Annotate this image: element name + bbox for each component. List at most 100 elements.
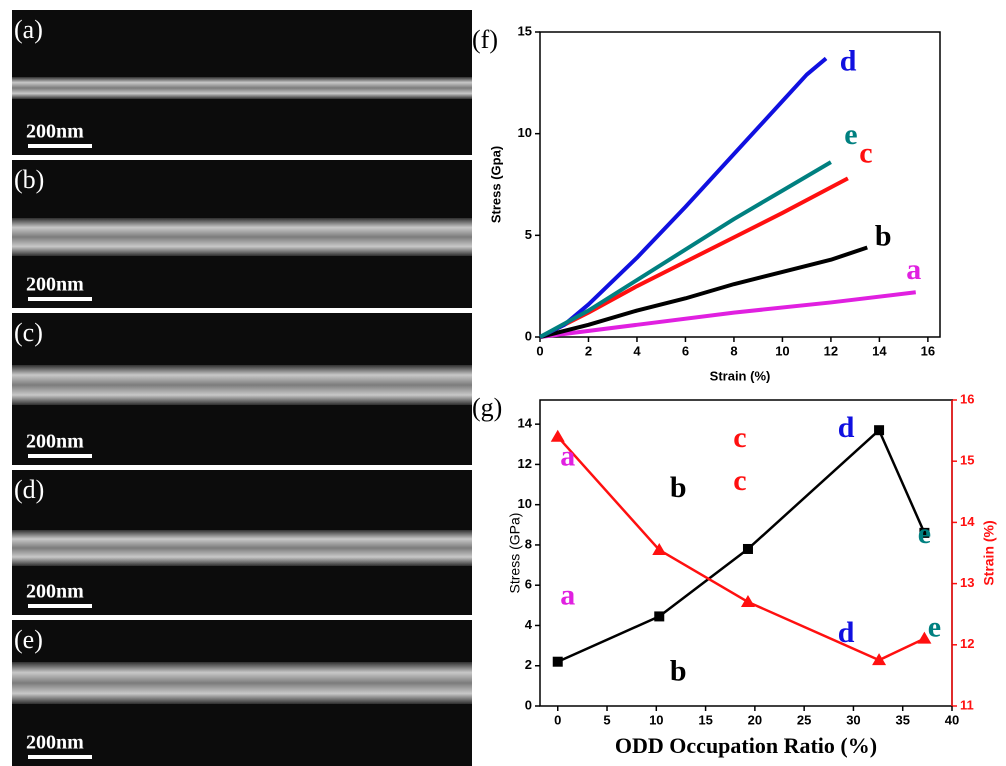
fiber	[12, 530, 472, 566]
marker	[874, 425, 885, 436]
marker	[652, 542, 667, 555]
y-tick-label: 4	[525, 617, 533, 632]
x-axis-label: Strain (%)	[710, 368, 771, 383]
fiber	[12, 77, 472, 99]
x-tick-label: 25	[797, 712, 811, 727]
marker	[550, 429, 565, 442]
marker	[919, 527, 930, 538]
point-label: c	[733, 464, 746, 497]
x-tick-label: 20	[748, 712, 762, 727]
y-tick-label: 10	[518, 125, 532, 140]
x-tick-label: 15	[698, 712, 712, 727]
y2-tick-label: 16	[960, 391, 974, 406]
point-label: b	[670, 471, 687, 504]
series-line	[539, 245, 868, 339]
chart: 0 2 4 6 8 10 12 14 16 0 5 10 15 (f) Strain (%) Stress (…	[472, 23, 941, 383]
scale-bar-label: 200nm	[26, 581, 84, 603]
fiber	[12, 218, 472, 256]
series-line	[539, 56, 828, 339]
x-tick-label: 12	[824, 343, 838, 358]
series-label: b	[875, 219, 892, 252]
scale-bar	[28, 144, 92, 148]
marker	[552, 656, 563, 667]
marker	[917, 631, 932, 644]
x-tick-label: 0	[554, 712, 561, 727]
marker	[740, 594, 755, 607]
x-tick-label: 5	[603, 712, 610, 727]
sem-panel: (e) 200nm	[12, 620, 472, 766]
x-tick-label: 16	[921, 343, 935, 358]
x-tick-label: 30	[846, 712, 860, 727]
x-tick-label: 10	[649, 712, 663, 727]
y-tick-label: 14	[518, 416, 533, 431]
fiber	[12, 662, 472, 704]
sem-panel: (d) 200nm	[12, 470, 472, 615]
series-line	[539, 160, 832, 339]
panel-label: (b)	[14, 165, 44, 194]
y-tick-label: 12	[518, 456, 532, 471]
chart: 0 5 10 15 20 25 30 35 40 0 2 4 6 8 10 12 14 11 12 13 14 15 16 (…	[472, 391, 997, 758]
scale-bar-label: 200nm	[26, 732, 84, 754]
x-axis-label: ODD Occupation Ratio (%)	[615, 733, 877, 758]
x-tick-label: 10	[775, 343, 789, 358]
panel-label: (d)	[14, 475, 44, 504]
scale-bar	[28, 755, 92, 759]
x-tick-label: 35	[895, 712, 909, 727]
series-label: e	[844, 118, 857, 151]
sem-panel: (b) 200nm	[12, 160, 472, 308]
y-tick-label: 0	[525, 328, 532, 343]
y-tick-label: 2	[525, 657, 532, 672]
scale-bar-label: 200nm	[26, 121, 84, 143]
y2-tick-label: 12	[960, 636, 974, 651]
marker	[654, 611, 665, 622]
y-axis-label: Stress (GPa)	[507, 513, 523, 594]
y2-tick-label: 13	[960, 575, 974, 590]
sem-panel: (c) 200nm	[12, 313, 472, 465]
scale-bar-label: 200nm	[26, 431, 84, 453]
series-line	[539, 290, 916, 339]
x-tick-label: 0	[536, 343, 543, 358]
panel-label: (e)	[14, 625, 43, 654]
scale-bar-label: 200nm	[26, 274, 84, 296]
point-label: a	[560, 440, 575, 473]
sem-panel: (a) 200nm	[12, 10, 472, 155]
point-label: a	[560, 579, 575, 612]
panel-label: (f)	[472, 25, 498, 54]
panel-label: (c)	[14, 318, 43, 347]
y2-tick-label: 15	[960, 453, 974, 468]
y2-axis-label: Strain (%)	[981, 520, 997, 585]
y-tick-label: 8	[525, 536, 532, 551]
x-tick-label: 4	[633, 343, 641, 358]
y-tick-label: 0	[525, 697, 532, 712]
series-label: c	[859, 136, 872, 169]
x-tick-label: 14	[872, 343, 887, 358]
x-tick-label: 8	[730, 343, 737, 358]
series-label: a	[906, 253, 921, 286]
point-label: d	[838, 411, 855, 444]
y-tick-label: 5	[525, 227, 532, 242]
fiber	[12, 365, 472, 405]
marker	[872, 653, 887, 666]
panel-label: (a)	[14, 15, 43, 44]
panel-label: (g)	[472, 393, 502, 422]
x-tick-label: 6	[682, 343, 689, 358]
scale-bar	[28, 297, 92, 301]
point-label: c	[733, 421, 746, 454]
point-label: e	[918, 517, 931, 550]
marker	[742, 543, 753, 554]
scale-bar	[28, 604, 92, 608]
x-tick-label: 2	[585, 343, 592, 358]
point-label: b	[670, 654, 687, 687]
series-label: d	[840, 44, 857, 77]
point-label: d	[838, 616, 855, 649]
y-tick-label: 10	[518, 496, 532, 511]
y2-tick-label: 11	[960, 697, 974, 712]
y-tick-label: 6	[525, 577, 532, 592]
point-label: e	[928, 611, 941, 644]
y-tick-label: 15	[518, 23, 532, 38]
plot-frame	[539, 31, 941, 338]
y2-tick-label: 14	[960, 514, 975, 529]
x-tick-label: 40	[945, 712, 959, 727]
y-axis-label: Stress (Gpa)	[488, 146, 503, 223]
